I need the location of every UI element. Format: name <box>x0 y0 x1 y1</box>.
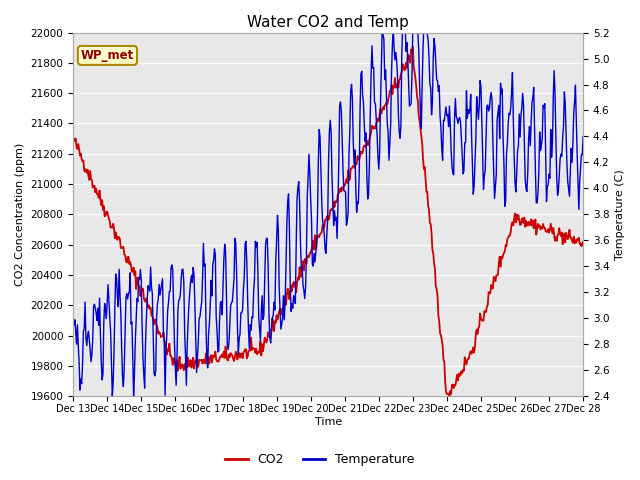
Y-axis label: Temperature (C): Temperature (C) <box>615 169 625 260</box>
Legend: CO2, Temperature: CO2, Temperature <box>220 448 420 471</box>
X-axis label: Time: Time <box>314 417 342 427</box>
Title: Water CO2 and Temp: Water CO2 and Temp <box>247 15 409 30</box>
Y-axis label: CO2 Concentration (ppm): CO2 Concentration (ppm) <box>15 143 25 286</box>
Text: WP_met: WP_met <box>81 49 134 62</box>
